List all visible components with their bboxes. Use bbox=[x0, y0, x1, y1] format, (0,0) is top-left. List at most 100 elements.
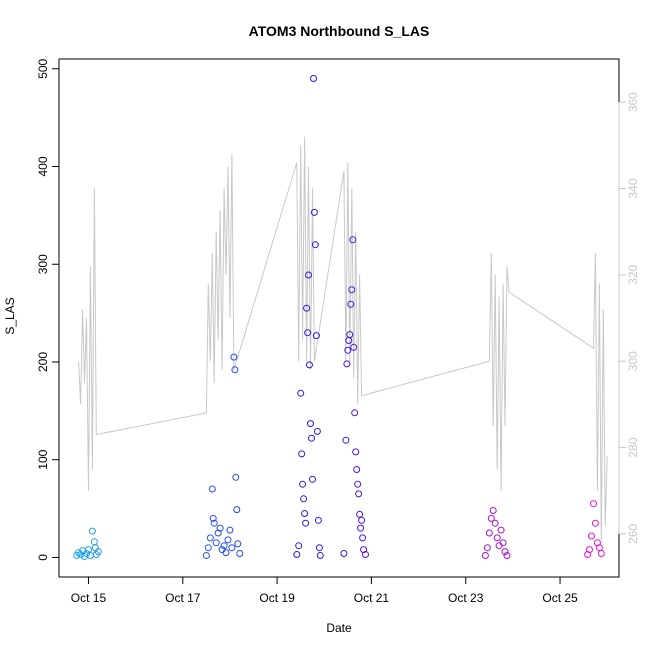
data-point bbox=[588, 532, 595, 540]
data-point bbox=[206, 534, 214, 542]
data-point bbox=[499, 539, 507, 547]
data-point bbox=[305, 271, 312, 279]
data-point bbox=[236, 550, 244, 557]
data-point bbox=[88, 527, 96, 535]
data-point bbox=[315, 544, 323, 552]
data-point bbox=[224, 536, 232, 544]
data-point bbox=[347, 300, 355, 308]
plot-frame bbox=[58, 58, 620, 578]
data-point bbox=[343, 360, 351, 368]
data-point bbox=[350, 343, 358, 351]
data-point bbox=[355, 490, 363, 498]
data-point bbox=[357, 524, 365, 532]
y-tick-label: 300 bbox=[36, 254, 50, 274]
data-point bbox=[308, 434, 315, 442]
data-point bbox=[497, 526, 505, 534]
data-point bbox=[493, 534, 501, 542]
data-point bbox=[209, 514, 217, 522]
data-point bbox=[358, 516, 366, 524]
y-tick-label: 200 bbox=[36, 352, 50, 372]
y-tick-label: 400 bbox=[36, 156, 50, 176]
data-point bbox=[597, 550, 605, 557]
y-tick-label: 0 bbox=[36, 554, 50, 561]
data-point bbox=[351, 409, 359, 417]
data-point bbox=[491, 519, 499, 527]
data-point bbox=[228, 544, 236, 552]
data-point bbox=[590, 500, 597, 508]
data-point bbox=[316, 552, 324, 559]
data-point bbox=[503, 552, 511, 559]
data-point bbox=[342, 436, 350, 444]
data-point bbox=[481, 552, 489, 559]
chart-title: ATOM3 Northbound S_LAS bbox=[249, 23, 430, 39]
data-point bbox=[293, 551, 301, 558]
x-tick-label: Oct 15 bbox=[71, 591, 107, 605]
x-tick-label: Oct 17 bbox=[165, 591, 201, 605]
data-point bbox=[314, 516, 322, 524]
x-tick-label: Oct 25 bbox=[542, 591, 578, 605]
data-point bbox=[309, 475, 316, 483]
x-axis-label: Date bbox=[326, 621, 352, 635]
data-point bbox=[352, 448, 360, 456]
x-axis: Oct 15 Oct 17 Oct 19 Oct 21 Oct 23 Oct 25 bbox=[71, 576, 578, 605]
data-point bbox=[353, 466, 361, 473]
data-point bbox=[208, 485, 216, 493]
data-point bbox=[586, 546, 593, 554]
data-point bbox=[231, 366, 239, 374]
data-point bbox=[234, 540, 242, 548]
data-point bbox=[312, 332, 320, 340]
data-point bbox=[344, 346, 352, 354]
secondary-y-tick-label: 360 bbox=[626, 92, 640, 112]
data-point bbox=[345, 337, 353, 344]
data-point bbox=[349, 236, 357, 244]
data-point bbox=[354, 480, 362, 488]
y-tick-label: 100 bbox=[36, 449, 50, 469]
data-point bbox=[90, 538, 98, 546]
data-point bbox=[83, 550, 90, 557]
data-point bbox=[306, 361, 313, 369]
data-point bbox=[483, 544, 491, 552]
y-tick-label: 500 bbox=[36, 58, 50, 78]
data-point bbox=[204, 544, 212, 552]
data-point bbox=[359, 534, 367, 542]
data-point bbox=[346, 331, 354, 339]
y-axis: 0 100 200 300 400 500 bbox=[36, 58, 60, 561]
data-point bbox=[301, 510, 309, 517]
data-point bbox=[501, 548, 509, 556]
secondary-y-tick-label: 280 bbox=[626, 437, 640, 457]
data-point bbox=[304, 329, 312, 337]
x-tick-label: Oct 19 bbox=[259, 591, 295, 605]
data-point bbox=[226, 526, 234, 534]
data-point bbox=[362, 551, 369, 558]
secondary-y-tick-label: 260 bbox=[626, 524, 640, 544]
data-point bbox=[302, 519, 310, 527]
data-point bbox=[212, 539, 220, 547]
data-point bbox=[311, 241, 319, 249]
data-point bbox=[233, 506, 241, 514]
data-point bbox=[75, 549, 83, 557]
data-point bbox=[487, 514, 495, 522]
data-point bbox=[307, 420, 314, 428]
data-point bbox=[348, 286, 356, 294]
data-point bbox=[310, 75, 317, 82]
data-point bbox=[232, 473, 240, 481]
y-axis-label: S_LAS bbox=[3, 297, 17, 334]
data-point bbox=[591, 519, 599, 527]
x-tick-label: Oct 23 bbox=[448, 591, 484, 605]
data-point bbox=[297, 389, 305, 397]
data-point bbox=[489, 507, 497, 514]
data-point bbox=[295, 542, 303, 550]
data-point bbox=[298, 450, 306, 458]
secondary-y-tick-label: 320 bbox=[626, 265, 640, 285]
x-tick-label: Oct 21 bbox=[354, 591, 390, 605]
secondary-series-line bbox=[78, 136, 608, 543]
data-point bbox=[216, 524, 224, 532]
series-points-group bbox=[73, 75, 605, 560]
data-point bbox=[313, 427, 321, 435]
data-point bbox=[340, 550, 348, 557]
data-point bbox=[230, 353, 238, 361]
data-point bbox=[222, 549, 230, 557]
secondary-y-tick-label: 340 bbox=[626, 178, 640, 198]
data-point bbox=[300, 495, 308, 503]
